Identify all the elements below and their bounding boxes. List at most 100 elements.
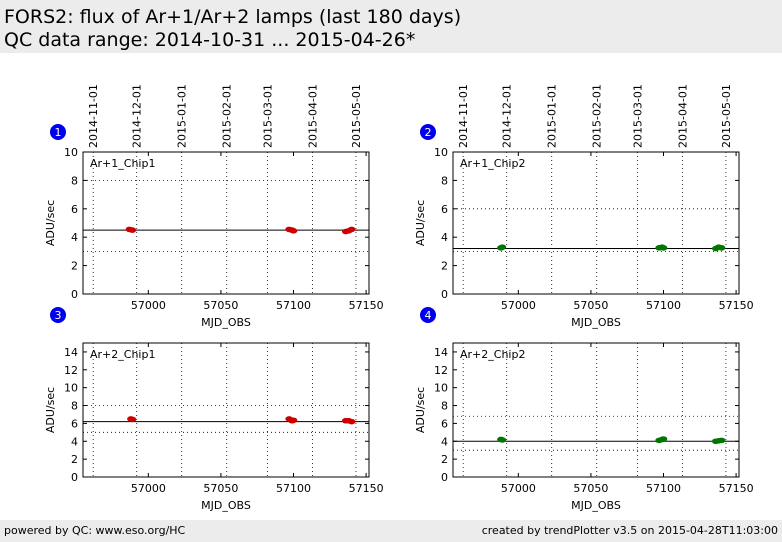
data-point [347, 418, 356, 425]
y-tick-label: 6 [71, 417, 78, 430]
footer-bar: powered by QC: www.eso.org/HC created by… [0, 520, 782, 542]
plot-frame [452, 342, 740, 478]
top-date-label: 2015-03-01 [261, 84, 274, 148]
top-date-label: 2014-12-01 [501, 84, 514, 148]
data-points [497, 436, 726, 445]
top-date-label: 2015-03-01 [631, 84, 644, 148]
data-point [498, 437, 507, 443]
plot-frame [452, 151, 740, 295]
page-title: FORS2: flux of Ar+1/Ar+2 lamps (last 180… [4, 6, 462, 28]
y-tick-label: 10 [434, 382, 448, 395]
data-point [289, 228, 298, 234]
panel-number-text: 4 [425, 309, 432, 322]
y-tick-label: 10 [64, 146, 78, 159]
y-axis-label: ADU/sec [414, 200, 427, 246]
data-point [498, 244, 507, 250]
panel-label: Ar+1_Chip2 [460, 157, 525, 170]
panel-4: 0 2 4 6 8 10 12 14 57000 57050 57100 57150 MJD_OBS AD… [414, 307, 754, 512]
footer-created-by: created by trendPlotter v3.5 on 2015-04-… [481, 524, 778, 537]
y-tick-label: 0 [441, 288, 448, 301]
data-point [128, 416, 137, 423]
data-points [127, 416, 356, 425]
top-date-label: 2014-11-01 [87, 84, 100, 148]
panel-number-text: 2 [425, 126, 432, 139]
header-banner: FORS2: flux of Ar+1/Ar+2 lamps (last 180… [0, 0, 782, 53]
y-tick-label: 4 [441, 231, 448, 244]
x-tick-label: 57150 [349, 299, 384, 312]
y-tick-label: 0 [441, 471, 448, 484]
data-point [347, 226, 356, 233]
x-tick-label: 57100 [276, 482, 311, 495]
top-date-label: 2015-04-01 [306, 84, 319, 148]
x-tick-label: 57050 [203, 482, 238, 495]
x-axis-label: MJD_OBS [571, 316, 621, 329]
x-tick-label: 57150 [349, 482, 384, 495]
data-point [717, 437, 726, 444]
top-date-label: 2015-05-01 [720, 84, 733, 148]
y-tick-label: 8 [441, 174, 448, 187]
top-date-label: 2015-02-01 [591, 84, 604, 148]
x-tick-label: 57000 [501, 299, 536, 312]
panel-number-badge [420, 307, 436, 323]
top-date-label: 2015-02-01 [221, 84, 234, 148]
y-tick-label: 6 [441, 203, 448, 216]
x-axis-label: MJD_OBS [571, 499, 621, 512]
top-date-label: 2015-04-01 [676, 84, 689, 148]
panel-label: Ar+2_Chip2 [460, 348, 525, 361]
y-axis-label: ADU/sec [44, 387, 57, 433]
x-tick-label: 57000 [131, 482, 166, 495]
footer-powered-by: powered by QC: www.eso.org/HC [4, 524, 186, 537]
x-tick-label: 57100 [276, 299, 311, 312]
panel-number-text: 3 [55, 309, 62, 322]
y-tick-label: 2 [441, 260, 448, 273]
data-point [128, 227, 137, 233]
data-point [289, 417, 298, 424]
x-tick-label: 57100 [646, 299, 681, 312]
y-axis-label: ADU/sec [414, 387, 427, 433]
y-tick-label: 8 [441, 400, 448, 413]
y-axis-label: ADU/sec [44, 200, 57, 246]
plot-frame [82, 151, 370, 295]
data-point [659, 436, 668, 442]
y-tick-label: 14 [434, 346, 448, 359]
y-tick-label: 0 [71, 288, 78, 301]
y-tick-label: 10 [434, 146, 448, 159]
panel-label: Ar+1_Chip1 [90, 157, 155, 170]
x-tick-label: 57150 [719, 299, 754, 312]
x-tick-label: 57050 [573, 299, 608, 312]
top-date-label: 2014-12-01 [131, 84, 144, 148]
x-tick-label: 57050 [203, 299, 238, 312]
x-axis-label: MJD_OBS [201, 316, 251, 329]
x-tick-label: 57150 [719, 482, 754, 495]
y-tick-label: 2 [71, 453, 78, 466]
y-tick-label: 12 [64, 364, 78, 377]
x-tick-label: 57100 [646, 482, 681, 495]
y-tick-label: 0 [71, 471, 78, 484]
top-date-label: 2015-01-01 [546, 84, 559, 148]
panel-3: 0 2 4 6 8 10 12 14 57000 57050 57100 57150 MJD_OBS AD… [44, 307, 384, 512]
y-tick-label: 6 [441, 417, 448, 430]
y-tick-label: 2 [441, 453, 448, 466]
panel-number-text: 1 [55, 126, 62, 139]
data-points [497, 244, 726, 252]
y-tick-label: 12 [434, 364, 448, 377]
y-tick-label: 2 [71, 260, 78, 273]
page-subtitle: QC data range: 2014-10-31 ... 2015-04-26… [4, 29, 416, 51]
y-tick-label: 10 [64, 382, 78, 395]
plot-frame [82, 342, 370, 478]
x-axis-label: MJD_OBS [201, 499, 251, 512]
panel-2: 0 2 4 6 8 10 57000 57050 57100 57150 2014-11-01 201… [414, 84, 754, 329]
x-tick-label: 57000 [131, 299, 166, 312]
y-tick-label: 8 [71, 400, 78, 413]
data-point [659, 245, 668, 251]
top-date-label: 2014-11-01 [457, 84, 470, 148]
y-tick-label: 8 [71, 174, 78, 187]
panel-number-badge [50, 124, 66, 140]
y-tick-label: 6 [71, 203, 78, 216]
x-tick-label: 57000 [501, 482, 536, 495]
panel-number-badge [420, 124, 436, 140]
y-tick-label: 4 [71, 435, 78, 448]
panel-label: Ar+2_Chip1 [90, 348, 155, 361]
panel-number-badge [50, 307, 66, 323]
